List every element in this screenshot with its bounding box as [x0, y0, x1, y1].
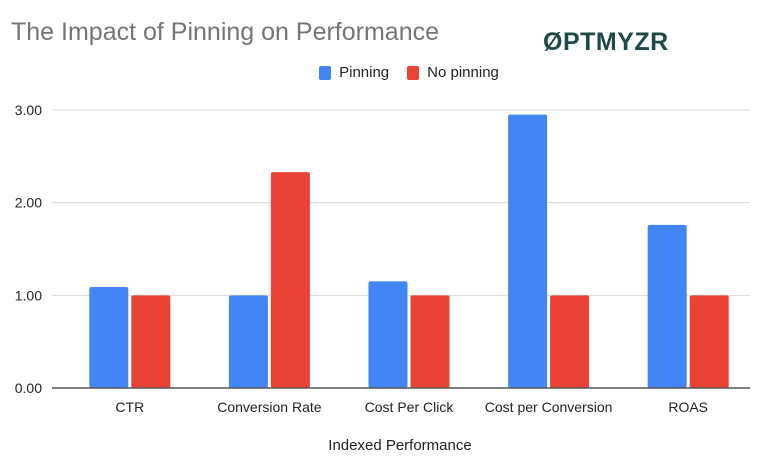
legend-label: No pinning	[427, 64, 499, 81]
legend-item-no-pinning: No pinning	[407, 64, 499, 81]
legend-swatch	[319, 65, 332, 80]
bar-no-pinning	[550, 295, 590, 388]
x-tick-label: Cost per Conversion	[485, 399, 613, 415]
x-tick-label: CTR	[115, 399, 144, 415]
legend: Pinning No pinning	[0, 64, 768, 81]
x-tick-label: Cost Per Click	[365, 399, 455, 415]
bar-pinning	[368, 281, 408, 388]
y-tick-label: 1.00	[15, 287, 42, 303]
legend-item-pinning: Pinning	[319, 64, 389, 81]
bar-pinning	[508, 114, 548, 388]
x-tick-label: ROAS	[668, 399, 708, 415]
bar-no-pinning	[270, 172, 310, 388]
legend-label: Pinning	[339, 64, 390, 81]
bar-pinning	[89, 286, 129, 388]
optmyzr-logo: ØPTMYZR	[543, 28, 669, 56]
bar-pinning	[647, 224, 687, 388]
y-tick-label: 0.00	[15, 380, 42, 396]
chart-title: The Impact of Pinning on Performance	[11, 18, 440, 46]
bar-no-pinning	[410, 295, 450, 388]
y-tick-label: 3.00	[15, 102, 42, 118]
x-tick-label: Conversion Rate	[217, 399, 321, 415]
x-axis-label: Indexed Performance	[328, 437, 472, 454]
legend-swatch	[407, 65, 420, 80]
y-tick-label: 2.00	[15, 195, 42, 211]
bar-pinning	[228, 295, 268, 388]
bar-no-pinning	[689, 295, 729, 388]
bar-no-pinning	[131, 295, 171, 388]
